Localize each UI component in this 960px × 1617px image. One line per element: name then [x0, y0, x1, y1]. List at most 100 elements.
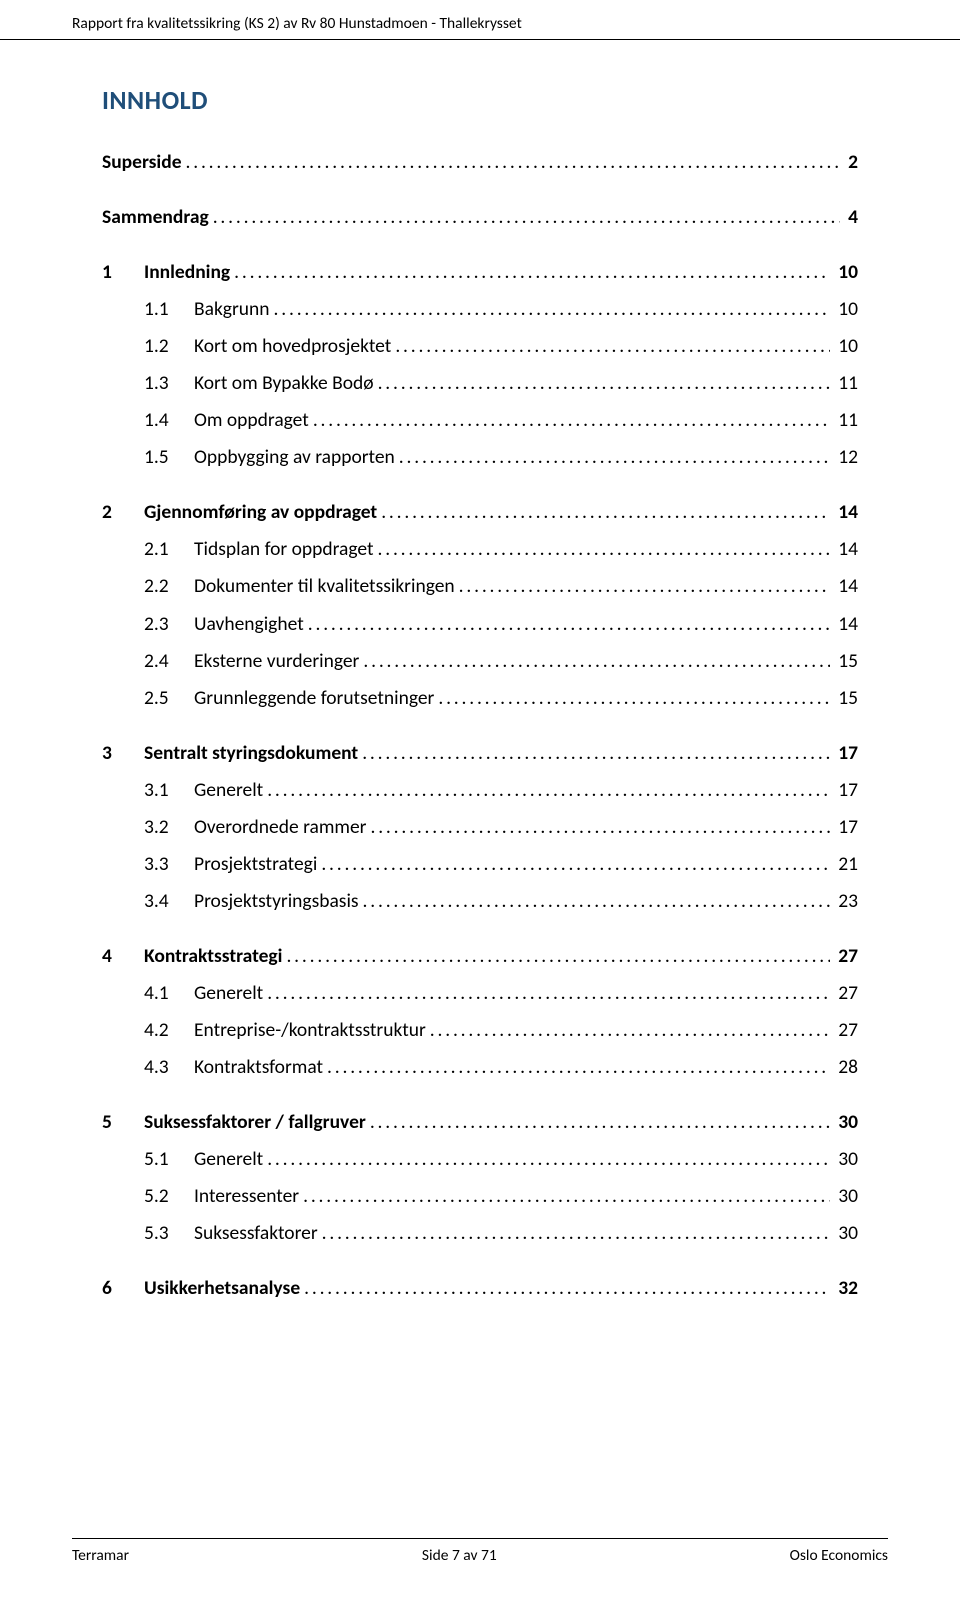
toc-entry-page: 11: [834, 365, 858, 402]
toc-entry: 4Kontraktsstrategi27: [102, 938, 858, 975]
toc-entry: 3Sentralt styringsdokument 17: [102, 735, 858, 772]
toc-entry-label: Bakgrunn: [194, 291, 270, 328]
toc-entry: 4.1Generelt27: [102, 975, 858, 1012]
toc-entry-page: 11: [834, 402, 858, 439]
toc-entry-number: 2: [102, 494, 144, 531]
toc-entry-page: 10: [834, 254, 858, 291]
toc-entry: 2.1Tidsplan for oppdraget14: [102, 531, 858, 568]
toc-entry-number: 5.1: [144, 1141, 194, 1178]
toc-entry-number: 2.5: [144, 680, 194, 717]
toc-entry-number: 3.1: [144, 772, 194, 809]
toc-entry-number: 3.2: [144, 809, 194, 846]
toc-leader: [267, 1141, 830, 1178]
toc-entry-number: 5.2: [144, 1178, 194, 1215]
footer-right: Oslo Economics: [790, 1545, 888, 1567]
toc-entry-label: Tidsplan for oppdraget: [194, 531, 374, 568]
toc-leader: [322, 1215, 831, 1252]
toc-entry-label: Sammendrag: [102, 199, 209, 236]
toc-leader: [438, 680, 830, 717]
toc-leader: [274, 291, 831, 328]
toc-entry-label: Om oppdraget: [194, 402, 309, 439]
toc-entry-page: 4: [844, 199, 858, 236]
toc-entry-page: 27: [834, 975, 858, 1012]
toc-entry: 3.4Prosjektstyringsbasis23: [102, 883, 858, 920]
toc-leader: [378, 531, 831, 568]
toc-entry-label: Uavhengighet: [194, 606, 304, 643]
toc-entry-label: Usikkerhetsanalyse: [144, 1270, 300, 1307]
toc-leader: [308, 606, 830, 643]
toc-entry-number: 2.4: [144, 643, 194, 680]
toc-entry-label: Oppbygging av rapporten: [194, 439, 395, 476]
toc-entry: 1.2Kort om hovedprosjektet 10: [102, 328, 858, 365]
toc-entry-number: 4.2: [144, 1012, 194, 1049]
toc-entry-label: Suksessfaktorer / fallgruver: [144, 1104, 366, 1141]
toc-entry-number: 5: [102, 1104, 144, 1141]
toc-entry-label: Kort om Bypakke Bodø: [194, 365, 374, 402]
toc-entry: 5Suksessfaktorer / fallgruver30: [102, 1104, 858, 1141]
toc-entry: 4.3Kontraktsformat28: [102, 1049, 858, 1086]
toc-entry-page: 32: [834, 1270, 858, 1307]
toc-entry-page: 17: [834, 735, 858, 772]
toc-leader: [362, 735, 830, 772]
toc-entry-page: 17: [834, 772, 858, 809]
toc-entry: 5.2Interessenter30: [102, 1178, 858, 1215]
toc-entry-number: 4: [102, 938, 144, 975]
toc-entry: Sammendrag 4: [102, 199, 858, 236]
toc-entry-page: 12: [834, 439, 858, 476]
toc-leader: [304, 1270, 830, 1307]
toc-entry-label: Entreprise-/kontraktsstruktur: [194, 1012, 426, 1049]
toc-leader: [286, 938, 830, 975]
toc-entry-number: 1.3: [144, 365, 194, 402]
toc-entry-page: 14: [834, 494, 858, 531]
toc-entry-number: 5.3: [144, 1215, 194, 1252]
toc-entry-label: Generelt: [194, 1141, 263, 1178]
toc-entry-page: 30: [834, 1215, 858, 1252]
toc-entry: 1.4Om oppdraget11: [102, 402, 858, 439]
toc-leader: [321, 846, 830, 883]
toc-entry: 5.3Suksessfaktorer 30: [102, 1215, 858, 1252]
footer-left: Terramar: [72, 1545, 129, 1567]
toc-leader: [395, 328, 830, 365]
document-page: Rapport fra kvalitetssikring (KS 2) av R…: [0, 0, 960, 1617]
toc-entry: 1.5Oppbygging av rapporten12: [102, 439, 858, 476]
toc-entry-number: 6: [102, 1270, 144, 1307]
toc-entry-label: Prosjektstyringsbasis: [194, 883, 359, 920]
toc-entry-label: Kort om hovedprosjektet: [194, 328, 391, 365]
toc-leader: [186, 144, 841, 181]
running-title: Rapport fra kvalitetssikring (KS 2) av R…: [72, 14, 522, 33]
toc-entry-number: 1: [102, 254, 144, 291]
toc-entry: 1.3Kort om Bypakke Bodø 11: [102, 365, 858, 402]
toc-leader: [234, 254, 830, 291]
toc-entry-page: 14: [834, 531, 858, 568]
toc-entry-number: 3: [102, 735, 144, 772]
toc-entry: 3.3Prosjektstrategi21: [102, 846, 858, 883]
toc-entry: 5.1Generelt 30: [102, 1141, 858, 1178]
toc-entry-page: 30: [834, 1141, 858, 1178]
toc-entry-page: 10: [834, 328, 858, 365]
toc-entry-number: 2.2: [144, 568, 194, 605]
toc-entry-label: Superside: [102, 144, 182, 181]
toc-entry: 6Usikkerhetsanalyse 32: [102, 1270, 858, 1307]
toc-entry-number: 3.4: [144, 883, 194, 920]
toc-entry-label: Sentralt styringsdokument: [144, 735, 358, 772]
toc-entry-number: 1.2: [144, 328, 194, 365]
toc-leader: [370, 809, 830, 846]
toc-entry: 2.5Grunnleggende forutsetninger15: [102, 680, 858, 717]
table-of-contents: Superside 2 Sammendrag 4 1Innledning101.1Bak…: [102, 144, 858, 1307]
toc-entry-number: 1.1: [144, 291, 194, 328]
toc-entry-page: 15: [834, 680, 858, 717]
toc-entry-number: 4.3: [144, 1049, 194, 1086]
footer-center: Side 7 av 71: [129, 1545, 790, 1567]
toc-entry-page: 2: [844, 144, 858, 181]
toc-entry-page: 14: [834, 606, 858, 643]
toc-leader: [213, 199, 840, 236]
toc-entry: 4.2Entreprise-/kontraktsstruktur27: [102, 1012, 858, 1049]
toc-leader: [370, 1104, 830, 1141]
toc-entry-label: Eksterne vurderinger: [194, 643, 359, 680]
toc-entry: 1Innledning10: [102, 254, 858, 291]
toc-entry-page: 14: [834, 568, 858, 605]
toc-leader: [303, 1178, 830, 1215]
toc-entry: 3.2Overordnede rammer17: [102, 809, 858, 846]
toc-entry-label: Suksessfaktorer: [194, 1215, 318, 1252]
toc-leader: [430, 1012, 830, 1049]
